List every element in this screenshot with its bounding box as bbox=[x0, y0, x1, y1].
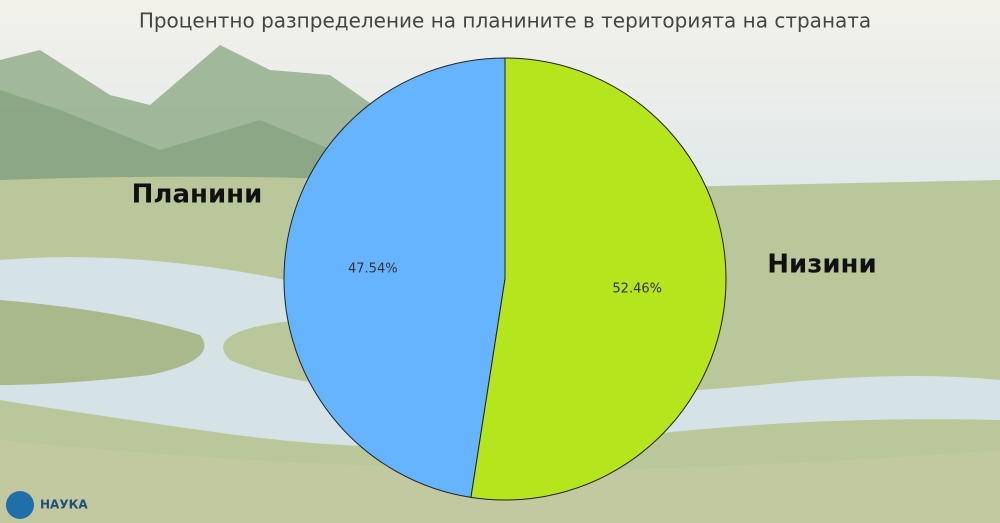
category-label: Планини bbox=[132, 180, 263, 210]
logo-text: НАУКА bbox=[40, 498, 88, 512]
value-label: 47.54% bbox=[348, 261, 398, 276]
value-label: 52.46% bbox=[612, 282, 662, 297]
pie-slice bbox=[470, 57, 727, 501]
pie-slice bbox=[283, 57, 506, 498]
chart-title: Процентно разпределение на планините в т… bbox=[139, 9, 871, 33]
category-label: Низини bbox=[767, 250, 876, 280]
